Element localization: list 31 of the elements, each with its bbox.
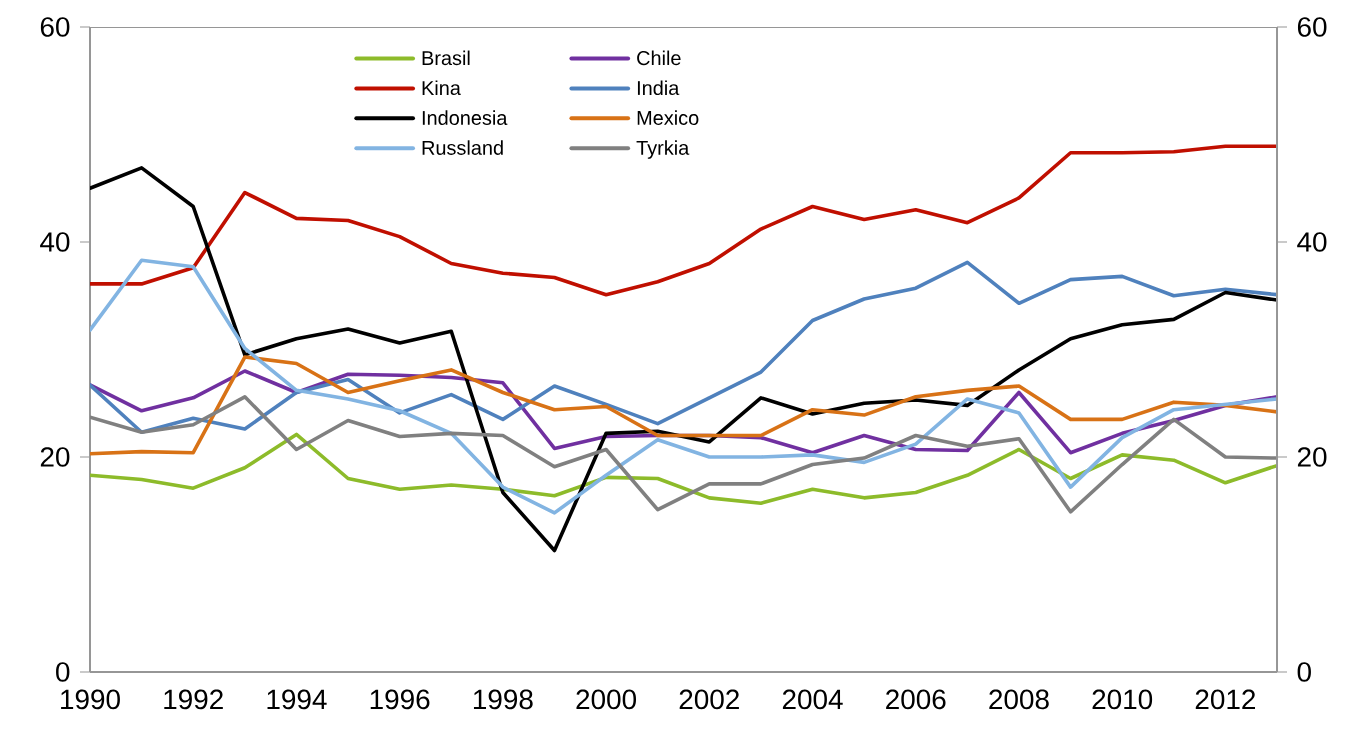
legend-label: Indonesia [422,110,508,125]
legend-label: India [637,80,680,96]
x-tick-label: 1994 [267,689,327,710]
legend-label: Chile [637,50,681,66]
y2-tick-label: 40 [1297,232,1327,252]
y2-tick-label: 0 [1297,662,1311,682]
line-series [90,395,1278,514]
y-tick-label: 0 [56,662,70,682]
legend-label: Kina [422,80,461,96]
y2-tick-label: 20 [1297,447,1327,467]
legend-label: Mexico [637,110,699,125]
y2-tick-label: 60 [1297,17,1327,37]
x-tick-label: 2006 [886,689,946,710]
x-tick-label: 2004 [782,689,843,710]
line-series [90,166,1278,553]
line-series [90,432,1278,506]
legend-label: Tyrkia [636,140,690,159]
x-tick-label: 2012 [1195,689,1256,710]
legend-label: Russland [422,140,503,155]
x-tick-label: 1992 [164,689,223,710]
y-tick-label: 40 [40,232,70,252]
x-tick-label: 2008 [989,689,1049,710]
x-tick-label: 2010 [1092,689,1153,710]
x-tick-label: 2002 [679,689,739,710]
y-tick-label: 60 [40,17,70,37]
x-tick-label: 1990 [61,689,120,710]
y-tick-label: 20 [40,447,70,467]
x-tick-label: 2000 [576,689,637,710]
x-tick-label: 1996 [370,689,430,710]
legend-label: Brasil [422,50,470,66]
x-tick-label: 1998 [473,689,533,710]
